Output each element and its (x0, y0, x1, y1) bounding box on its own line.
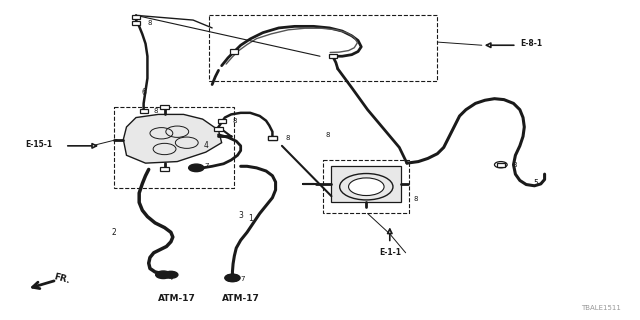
Bar (328, 54, 337, 58)
Text: 7: 7 (169, 275, 173, 281)
Bar (140, 109, 148, 113)
Bar (497, 163, 505, 167)
Circle shape (495, 162, 507, 168)
Text: 2: 2 (111, 228, 116, 237)
Text: 1: 1 (248, 214, 253, 223)
Circle shape (340, 173, 393, 200)
Text: E-8-1: E-8-1 (520, 39, 542, 48)
Bar (230, 50, 239, 53)
Circle shape (349, 178, 384, 196)
Bar (218, 119, 226, 123)
Bar (132, 21, 140, 25)
Text: FR.: FR. (52, 272, 70, 285)
Circle shape (225, 275, 239, 281)
Text: 8: 8 (285, 135, 290, 141)
Polygon shape (124, 115, 221, 163)
Text: 7: 7 (241, 276, 245, 282)
Text: 8: 8 (232, 118, 237, 124)
Text: ATM-17: ATM-17 (221, 294, 260, 303)
Bar (214, 126, 223, 131)
Text: 6: 6 (141, 88, 146, 97)
Text: 8: 8 (414, 196, 419, 202)
Text: 4: 4 (204, 141, 208, 150)
Bar (161, 105, 169, 108)
Text: 8: 8 (512, 162, 516, 168)
Bar (161, 167, 169, 172)
Text: 8: 8 (154, 108, 158, 114)
Bar (132, 15, 140, 19)
Text: 8: 8 (147, 20, 152, 26)
Text: E-15-1: E-15-1 (25, 140, 52, 149)
Text: 7: 7 (205, 163, 209, 169)
Text: 8: 8 (325, 132, 330, 138)
Bar (114, 107, 234, 188)
Bar (268, 136, 276, 140)
Text: TBALE1511: TBALE1511 (582, 305, 621, 311)
Circle shape (189, 164, 204, 172)
Text: 3: 3 (238, 211, 243, 220)
Circle shape (156, 271, 171, 278)
Text: E-1-1: E-1-1 (379, 248, 401, 257)
Bar (323, 160, 409, 213)
Text: 5: 5 (533, 179, 538, 188)
Bar (268, 136, 276, 140)
Bar (332, 166, 401, 203)
Text: ATM-17: ATM-17 (158, 294, 196, 303)
Circle shape (164, 271, 178, 278)
Circle shape (499, 164, 502, 166)
Circle shape (225, 274, 240, 282)
Bar (209, 15, 437, 81)
